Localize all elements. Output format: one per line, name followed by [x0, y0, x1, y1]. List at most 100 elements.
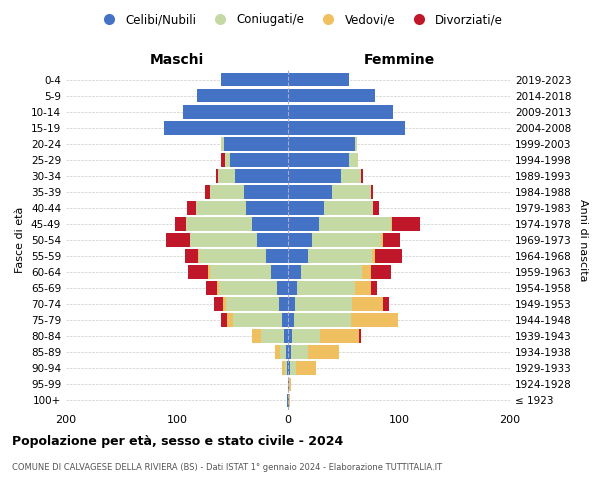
Text: Popolazione per età, sesso e stato civile - 2024: Popolazione per età, sesso e stato civil…	[12, 434, 343, 448]
Bar	[288, 314, 293, 327]
Bar	[288, 153, 349, 166]
Bar	[352, 298, 383, 311]
Bar	[246, 201, 288, 214]
Bar	[280, 346, 286, 359]
Bar	[292, 330, 320, 343]
Bar	[293, 314, 351, 327]
Bar	[217, 282, 219, 295]
Bar	[313, 233, 381, 247]
Bar	[288, 105, 394, 118]
Bar	[288, 282, 297, 295]
Bar	[266, 249, 288, 263]
Bar	[182, 105, 288, 118]
Bar	[210, 185, 244, 198]
Bar	[288, 330, 292, 343]
Bar	[198, 249, 199, 263]
Bar	[361, 169, 364, 182]
Bar	[288, 185, 332, 198]
Bar	[288, 378, 289, 391]
Bar	[295, 298, 352, 311]
Bar	[359, 330, 361, 343]
Bar	[288, 394, 289, 407]
Bar	[288, 362, 290, 375]
Bar	[164, 121, 288, 134]
Bar	[287, 362, 288, 375]
Bar	[197, 89, 288, 102]
Bar	[284, 330, 288, 343]
Bar	[288, 201, 323, 214]
Bar	[371, 282, 377, 295]
Bar	[199, 249, 266, 263]
Bar	[371, 185, 373, 198]
Legend: Celibi/Nubili, Coniugati/e, Vedovi/e, Divorziati/e: Celibi/Nubili, Coniugati/e, Vedovi/e, Di…	[92, 8, 508, 31]
Bar	[373, 249, 374, 263]
Bar	[205, 185, 211, 198]
Bar	[221, 153, 225, 166]
Bar	[308, 249, 373, 263]
Bar	[289, 394, 290, 407]
Bar	[373, 201, 379, 214]
Y-axis label: Anni di nascita: Anni di nascita	[578, 198, 588, 281]
Bar	[253, 217, 288, 231]
Bar	[190, 233, 257, 247]
Bar	[288, 266, 301, 279]
Bar	[301, 266, 362, 279]
Bar	[288, 298, 295, 311]
Bar	[288, 233, 313, 247]
Text: Maschi: Maschi	[150, 53, 204, 67]
Bar	[288, 217, 319, 231]
Bar	[284, 362, 287, 375]
Bar	[225, 153, 230, 166]
Bar	[383, 298, 389, 311]
Bar	[223, 298, 226, 311]
Bar	[296, 362, 316, 375]
Bar	[383, 233, 400, 247]
Bar	[187, 201, 196, 214]
Bar	[288, 249, 308, 263]
Bar	[290, 362, 296, 375]
Bar	[362, 266, 371, 279]
Bar	[283, 362, 284, 375]
Bar	[279, 298, 288, 311]
Bar	[185, 249, 198, 263]
Bar	[233, 314, 283, 327]
Bar	[391, 217, 392, 231]
Bar	[275, 346, 280, 359]
Bar	[288, 73, 349, 86]
Bar	[308, 346, 339, 359]
Bar	[288, 137, 355, 150]
Bar	[208, 266, 211, 279]
Bar	[381, 233, 383, 247]
Bar	[287, 394, 288, 407]
Bar	[371, 266, 391, 279]
Bar	[166, 233, 190, 247]
Bar	[288, 346, 292, 359]
Bar	[320, 330, 359, 343]
Bar	[235, 169, 288, 182]
Bar	[253, 330, 262, 343]
Bar	[188, 266, 208, 279]
Bar	[341, 169, 361, 182]
Bar	[214, 298, 223, 311]
Text: COMUNE DI CALVAGESE DELLA RIVIERA (BS) - Dati ISTAT 1° gennaio 2024 - Elaborazio: COMUNE DI CALVAGESE DELLA RIVIERA (BS) -…	[12, 464, 442, 472]
Bar	[221, 314, 227, 327]
Bar	[219, 282, 277, 295]
Bar	[288, 169, 341, 182]
Bar	[332, 185, 371, 198]
Bar	[351, 314, 398, 327]
Bar	[175, 217, 186, 231]
Bar	[196, 201, 246, 214]
Bar	[262, 330, 284, 343]
Bar	[319, 217, 391, 231]
Bar	[221, 73, 288, 86]
Bar	[355, 282, 371, 295]
Bar	[257, 233, 288, 247]
Bar	[186, 217, 253, 231]
Bar	[271, 266, 288, 279]
Y-axis label: Fasce di età: Fasce di età	[16, 207, 25, 273]
Bar	[349, 153, 358, 166]
Bar	[230, 153, 288, 166]
Bar	[289, 378, 292, 391]
Bar	[226, 298, 279, 311]
Bar	[323, 201, 373, 214]
